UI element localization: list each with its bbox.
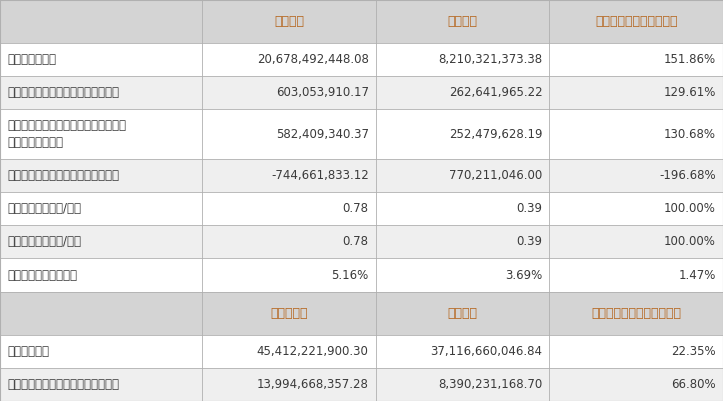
- Text: 0.78: 0.78: [343, 235, 369, 249]
- Text: 603,053,910.17: 603,053,910.17: [275, 86, 369, 99]
- Text: 66.80%: 66.80%: [671, 378, 716, 391]
- Bar: [0, 368, 723, 401]
- Bar: [0, 225, 723, 259]
- Text: 归属于上市公司股东的净利润（元）: 归属于上市公司股东的净利润（元）: [7, 86, 119, 99]
- Text: 129.61%: 129.61%: [664, 86, 716, 99]
- Text: -196.68%: -196.68%: [659, 169, 716, 182]
- Text: 8,210,321,373.38: 8,210,321,373.38: [438, 53, 542, 66]
- Text: 上年同期: 上年同期: [448, 15, 478, 28]
- Bar: [0, 109, 723, 159]
- Bar: [0, 159, 723, 192]
- Bar: [0, 43, 723, 76]
- Text: 归属于上市公司股东的净资产（元）: 归属于上市公司股东的净资产（元）: [7, 378, 119, 391]
- Text: 100.00%: 100.00%: [664, 202, 716, 215]
- Text: 8,390,231,168.70: 8,390,231,168.70: [438, 378, 542, 391]
- Bar: [0, 259, 723, 292]
- Bar: [0, 335, 723, 368]
- Text: 0.78: 0.78: [343, 202, 369, 215]
- Text: 本报告期比上年同期增减: 本报告期比上年同期增减: [595, 15, 677, 28]
- Text: 基本每股收益（元/股）: 基本每股收益（元/股）: [7, 202, 81, 215]
- Text: 加权平均净资产收益率: 加权平均净资产收益率: [7, 269, 77, 282]
- Text: 1.47%: 1.47%: [678, 269, 716, 282]
- Text: 上年度末: 上年度末: [448, 307, 478, 320]
- Text: 13,994,668,357.28: 13,994,668,357.28: [257, 378, 369, 391]
- Text: 本报告期末: 本报告期末: [270, 307, 308, 320]
- Text: 37,116,660,046.84: 37,116,660,046.84: [430, 345, 542, 358]
- Text: 262,641,965.22: 262,641,965.22: [449, 86, 542, 99]
- Bar: [0, 0, 723, 43]
- Text: 0.39: 0.39: [516, 202, 542, 215]
- Text: 稀释每股收益（元/股）: 稀释每股收益（元/股）: [7, 235, 81, 249]
- Bar: [0, 292, 723, 335]
- Text: 252,479,628.19: 252,479,628.19: [449, 128, 542, 141]
- Text: 770,211,046.00: 770,211,046.00: [449, 169, 542, 182]
- Text: 经营活动产生的现金流量净额（元）: 经营活动产生的现金流量净额（元）: [7, 169, 119, 182]
- Text: 100.00%: 100.00%: [664, 235, 716, 249]
- Text: 582,409,340.37: 582,409,340.37: [275, 128, 369, 141]
- Text: 本报告期末比上年度末增减: 本报告期末比上年度末增减: [591, 307, 681, 320]
- Text: 总资产（元）: 总资产（元）: [7, 345, 49, 358]
- Text: 22.35%: 22.35%: [671, 345, 716, 358]
- Text: 20,678,492,448.08: 20,678,492,448.08: [257, 53, 369, 66]
- Text: 归属于上市公司股东的扣除非经常性损
益的净利润（元）: 归属于上市公司股东的扣除非经常性损 益的净利润（元）: [7, 119, 127, 149]
- Text: 151.86%: 151.86%: [664, 53, 716, 66]
- Text: -744,661,833.12: -744,661,833.12: [271, 169, 369, 182]
- Bar: [0, 76, 723, 109]
- Text: 130.68%: 130.68%: [664, 128, 716, 141]
- Text: 营业收入（元）: 营业收入（元）: [7, 53, 56, 66]
- Text: 45,412,221,900.30: 45,412,221,900.30: [257, 345, 369, 358]
- Text: 3.69%: 3.69%: [505, 269, 542, 282]
- Text: 5.16%: 5.16%: [331, 269, 369, 282]
- Bar: [0, 192, 723, 225]
- Text: 0.39: 0.39: [516, 235, 542, 249]
- Text: 本报告期: 本报告期: [274, 15, 304, 28]
